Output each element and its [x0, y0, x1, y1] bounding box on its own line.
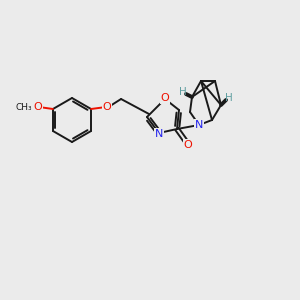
- Text: H: H: [225, 93, 233, 103]
- Text: CH₃: CH₃: [16, 103, 32, 112]
- Text: O: O: [160, 93, 169, 103]
- Text: O: O: [184, 140, 192, 150]
- Text: O: O: [34, 102, 42, 112]
- Text: O: O: [103, 102, 111, 112]
- Text: H: H: [179, 87, 187, 97]
- Text: N: N: [155, 129, 163, 139]
- Text: N: N: [195, 120, 203, 130]
